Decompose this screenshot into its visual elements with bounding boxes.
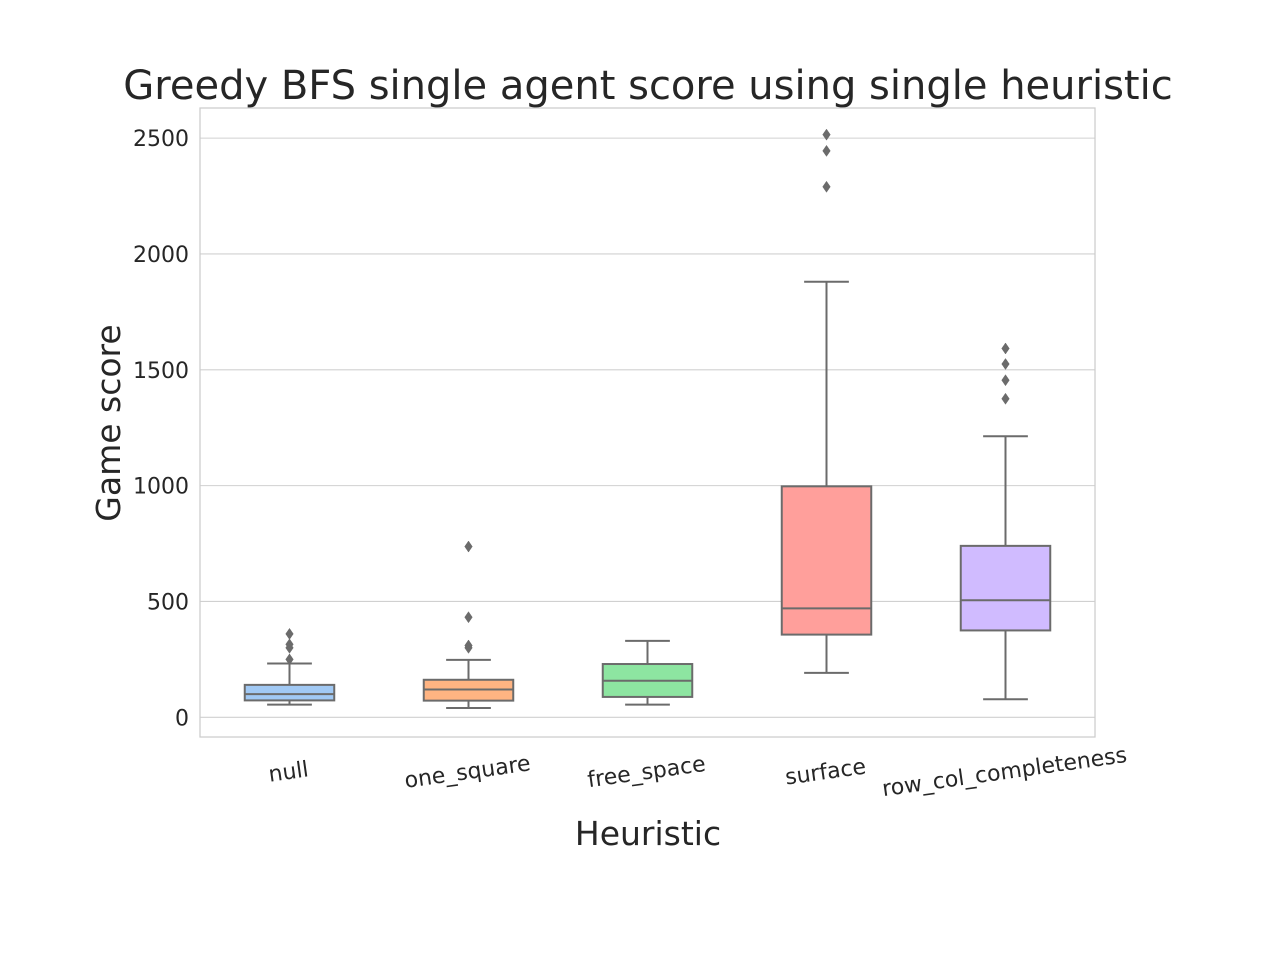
x-tick-labels: null one_square free_space surface row_col_c… [267, 743, 1129, 802]
box-row_col_completeness [959, 544, 1052, 632]
x-tick-label-surface: surface [784, 755, 868, 791]
box-null [243, 683, 336, 702]
box-surface [780, 485, 873, 636]
outlier-point [464, 639, 473, 652]
outlier-point [1001, 342, 1010, 355]
box-group-one_square [422, 540, 515, 710]
outlier-point [285, 627, 294, 640]
y-tick-label-0: 0 [175, 706, 189, 731]
outlier-point [285, 638, 294, 651]
outlier-point [822, 128, 831, 141]
y-tick-label-1000: 1000 [133, 475, 189, 500]
outlier-point [1001, 392, 1010, 405]
plot-frame [199, 107, 1096, 738]
y-tick-label-2500: 2500 [133, 127, 189, 152]
box-group-free_space [601, 639, 694, 706]
chart-title: Greedy BFS single agent score using sing… [123, 63, 1172, 109]
x-tick-label-free_space: free_space [586, 752, 707, 793]
outlier-point [464, 611, 473, 624]
y-tick-label-2000: 2000 [133, 243, 189, 268]
x-axis-label: Heuristic [575, 814, 721, 853]
outlier-point [285, 653, 294, 666]
y-tick-label-1500: 1500 [133, 359, 189, 384]
y-tick-label-500: 500 [147, 590, 189, 615]
outlier-point [1001, 358, 1010, 370]
outlier-point [822, 180, 831, 193]
x-tick-label-row_col_completeness: row_col_completeness [881, 743, 1129, 802]
outlier-point [822, 144, 831, 157]
box-group-null [243, 627, 336, 706]
x-tick-label-null: null [267, 757, 310, 787]
y-tick-labels: 0 500 1000 1500 2000 2500 [133, 127, 189, 731]
box-group-surface [780, 128, 873, 674]
box-plots [243, 128, 1052, 710]
grid-lines [200, 137, 1095, 718]
outlier-point [1001, 374, 1010, 387]
x-tick-label-one_square: one_square [403, 751, 532, 793]
box-group-row_col_completeness [959, 342, 1052, 701]
outlier-point [464, 540, 473, 553]
y-axis-label: Game score [89, 324, 128, 521]
